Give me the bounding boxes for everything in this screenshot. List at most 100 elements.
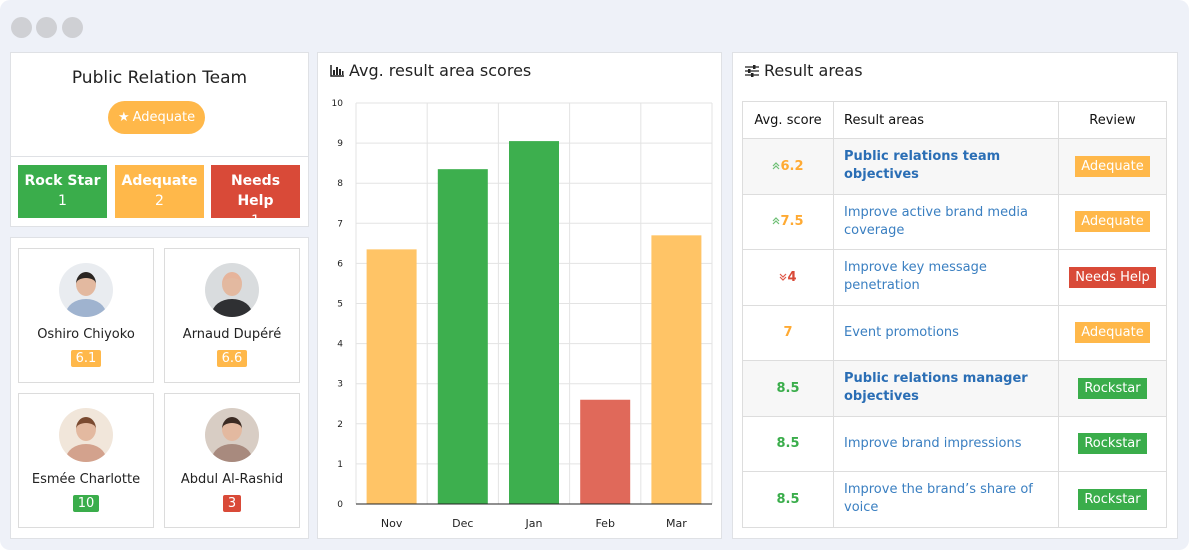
table-row: 8.5 Improve the brand’s share of voice R…	[742, 471, 1167, 528]
bar-chart: 0 1 2 3 4 5 6 7 8 9 10 Nov Dec Jan Feb Mar	[332, 99, 713, 530]
member-card[interactable]: Abdul Al-Rashid 3	[164, 393, 300, 528]
review-cell: Adequate	[1058, 193, 1167, 250]
result-areas-title: Result areas	[745, 61, 863, 80]
review-badge: Rockstar	[1078, 488, 1147, 510]
member-card[interactable]: Arnaud Dupéré 6.6	[164, 248, 300, 383]
bar-nov	[366, 249, 417, 504]
trend-up-icon	[773, 217, 780, 225]
trend-down-icon	[780, 273, 787, 281]
count-adequate[interactable]: Adequate 2	[115, 165, 204, 218]
result-area-link[interactable]: Event promotions	[833, 304, 1059, 361]
x-tick-label: Dec	[452, 517, 473, 530]
count-label: Rock Star	[24, 173, 101, 189]
result-area-link[interactable]: Improve brand impressions	[833, 415, 1059, 472]
member-score-badge: 6.6	[216, 350, 248, 367]
x-tick-label: Jan	[525, 517, 543, 530]
y-tick-label: 3	[337, 380, 343, 390]
avg-score-cell: 6.2	[742, 138, 834, 195]
review-cell: Rockstar	[1058, 471, 1167, 528]
col-review: Review	[1058, 101, 1167, 139]
result-area-link[interactable]: Improve key message penetration	[833, 249, 1059, 306]
table-row: 7.5 Improve active brand media coverage …	[742, 193, 1167, 250]
review-badge: Adequate	[1075, 211, 1150, 233]
avatar	[59, 263, 113, 317]
star-icon: ★	[117, 110, 130, 125]
count-needs-help[interactable]: Needs Help 1	[211, 165, 300, 229]
y-tick-label: 4	[337, 340, 343, 350]
team-summary-panel: Public Relation Team ★ Adequate Rock Star…	[10, 52, 309, 229]
chart-panel: Avg. result area scores 0 1 2 3 4 5 6 7 8 9 10 Nov D…	[317, 52, 722, 539]
count-value: 1	[58, 193, 67, 209]
window-maximize-button[interactable]	[62, 17, 83, 38]
x-tick-label: Feb	[595, 517, 614, 530]
y-tick-label: 1	[337, 460, 343, 470]
review-cell: Adequate	[1058, 138, 1167, 195]
avg-score-cell: 7	[742, 304, 834, 361]
y-tick-label: 8	[337, 179, 343, 189]
bar-jan	[509, 141, 559, 504]
bar-feb	[580, 399, 631, 504]
avatar	[59, 408, 113, 462]
count-label: Needs Help	[230, 173, 281, 209]
team-status-badge: ★ Adequate	[108, 101, 205, 134]
x-tick-label: Nov	[381, 517, 403, 530]
review-badge: Rockstar	[1078, 377, 1147, 399]
table-row: 8.5 Public relations manager objectives …	[742, 360, 1167, 417]
count-value: 2	[155, 193, 164, 209]
avatar	[205, 263, 259, 317]
member-name: Abdul Al-Rashid	[180, 472, 284, 487]
review-cell: Rockstar	[1058, 415, 1167, 472]
member-score-badge: 3	[222, 495, 242, 512]
team-title: Public Relation Team	[71, 68, 248, 88]
window-minimize-button[interactable]	[36, 17, 57, 38]
count-rock-star[interactable]: Rock Star 1	[18, 165, 107, 218]
avatar	[205, 408, 259, 462]
member-card[interactable]: Esmée Charlotte 10	[18, 393, 154, 528]
table-row: 7 Event promotions Adequate	[742, 304, 1167, 361]
review-cell: Needs Help	[1058, 249, 1167, 306]
review-cell: Rockstar	[1058, 360, 1167, 417]
y-tick-label: 9	[337, 139, 343, 149]
y-tick-label: 6	[337, 259, 343, 269]
result-area-link[interactable]: Improve active brand media coverage	[833, 193, 1059, 250]
review-badge: Needs Help	[1069, 266, 1156, 288]
col-result-areas: Result areas	[833, 101, 1059, 139]
review-badge: Rockstar	[1078, 433, 1147, 455]
x-tick-label: Mar	[666, 517, 687, 530]
y-tick-label: 0	[337, 500, 343, 510]
table-row: 8.5 Improve brand impressions Rockstar	[742, 415, 1167, 472]
member-name: Arnaud Dupéré	[182, 327, 282, 342]
review-cell: Adequate	[1058, 304, 1167, 361]
bar-mar	[651, 235, 702, 504]
result-areas-table: Avg. score Result areas Review 6.2 Publi…	[742, 101, 1167, 528]
member-card[interactable]: Oshiro Chiyoko 6.1	[18, 248, 154, 383]
avg-score-cell: 8.5	[742, 360, 834, 417]
table-row: 4 Improve key message penetration Needs …	[742, 249, 1167, 306]
result-area-link[interactable]: Public relations team objectives	[833, 138, 1059, 195]
chart-title: Avg. result area scores	[330, 61, 531, 80]
result-area-link[interactable]: Improve the brand’s share of voice	[833, 471, 1059, 528]
team-members-panel: Oshiro Chiyoko 6.1 Arnaud Dupéré 6.6 Esm…	[10, 237, 309, 539]
result-areas-panel: Result areas Avg. score Result areas Rev…	[732, 52, 1178, 539]
member-score-badge: 6.1	[70, 350, 102, 367]
sliders-icon	[745, 64, 759, 77]
y-tick-label: 5	[337, 300, 343, 310]
review-badge: Adequate	[1075, 155, 1150, 177]
avg-score-cell: 8.5	[742, 471, 834, 528]
review-badge: Adequate	[1075, 322, 1150, 344]
bar-dec	[437, 169, 488, 504]
result-area-link[interactable]: Public relations manager objectives	[833, 360, 1059, 417]
y-tick-label: 7	[337, 219, 343, 229]
window-close-button[interactable]	[11, 17, 32, 38]
bar-chart-icon	[330, 64, 344, 77]
avg-score-cell: 7.5	[742, 193, 834, 250]
trend-up-icon	[773, 161, 780, 170]
divider	[11, 156, 308, 157]
member-name: Esmée Charlotte	[31, 472, 141, 487]
table-row: 6.2 Public relations team objectives Ade…	[742, 138, 1167, 195]
member-score-badge: 10	[72, 495, 100, 512]
member-name: Oshiro Chiyoko	[37, 327, 135, 342]
avg-score-cell: 8.5	[742, 415, 834, 472]
y-tick-label: 10	[332, 99, 344, 109]
